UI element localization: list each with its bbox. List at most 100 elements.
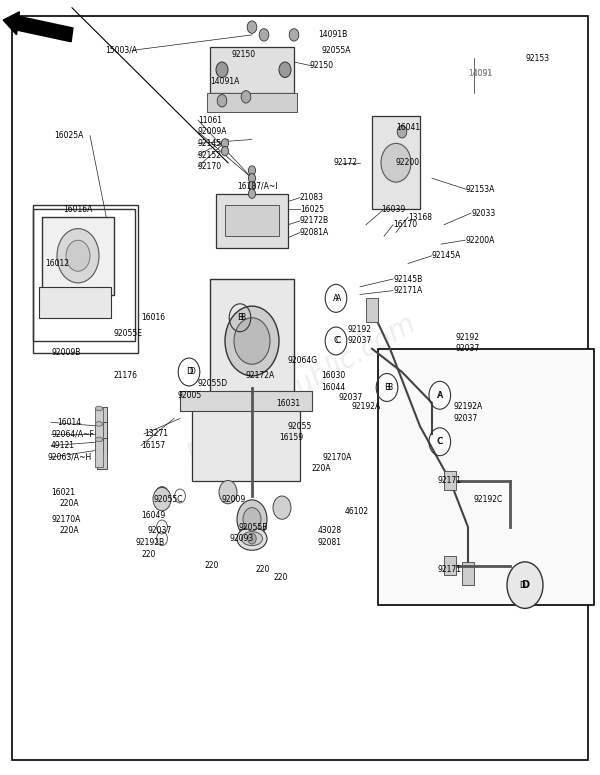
Ellipse shape [95,437,103,442]
Text: 92200: 92200 [396,158,420,167]
Bar [462,562,474,585]
Text: 92170A: 92170A [323,453,352,462]
Text: 92170A: 92170A [51,515,80,524]
Text: 92037: 92037 [147,526,171,536]
Text: 92055B: 92055B [239,522,268,532]
Bar [95,408,103,436]
Text: 16049: 16049 [141,511,165,520]
Circle shape [248,166,256,175]
Text: 92172B: 92172B [300,216,329,226]
Text: 16025A: 16025A [54,131,83,140]
Text: 220: 220 [255,565,269,574]
Text: 16012: 16012 [45,259,69,268]
Text: 16187/A~I: 16187/A~I [237,181,277,191]
Text: 92153: 92153 [525,53,549,63]
Text: 92055: 92055 [288,422,312,431]
Text: B: B [237,313,243,322]
Text: 16021: 16021 [51,487,75,497]
Text: 16025: 16025 [300,205,324,214]
Text: D: D [189,367,195,377]
Circle shape [259,29,269,41]
Text: 13168: 13168 [408,212,432,222]
Text: 92055A: 92055A [321,46,350,55]
Text: 92055C: 92055C [153,495,182,505]
Bar [39,287,111,318]
Text: 92033: 92033 [471,208,495,218]
Text: 92192C: 92192C [474,495,503,505]
Bar [95,424,103,452]
Text: 14091A: 14091A [210,77,239,86]
Text: 92150: 92150 [309,61,333,71]
Text: 92145: 92145 [198,139,222,148]
Circle shape [217,95,227,107]
Text: 220: 220 [273,573,287,582]
Bar [192,403,300,480]
Text: 92170: 92170 [198,162,222,171]
Bar [444,471,456,490]
Text: 92081: 92081 [318,538,342,547]
Text: 92009A: 92009A [198,127,227,136]
Circle shape [507,562,543,608]
Text: 16170: 16170 [393,220,417,229]
Text: 92037: 92037 [453,414,477,423]
Text: 49121: 49121 [51,441,75,450]
Text: 92192A: 92192A [351,402,380,412]
Circle shape [57,229,99,283]
Circle shape [241,91,251,103]
Circle shape [237,500,267,539]
Text: 92171: 92171 [438,565,462,574]
Text: 14091B: 14091B [318,30,347,40]
Text: 92145B: 92145B [393,274,422,284]
Circle shape [273,496,291,519]
Text: 16041: 16041 [396,123,420,133]
Ellipse shape [95,406,103,411]
Bar [444,556,456,575]
Circle shape [225,306,279,376]
Bar [210,279,294,403]
Bar [216,194,288,248]
Text: 220A: 220A [312,464,332,474]
Circle shape [243,508,261,531]
Circle shape [248,533,256,544]
Text: 16157: 16157 [141,441,165,450]
Text: 92009B: 92009B [51,348,80,357]
Text: 92150: 92150 [231,50,255,59]
Text: B: B [387,383,392,392]
Text: 92192A: 92192A [453,402,482,412]
Text: 15003/A: 15003/A [105,46,137,55]
Text: 14091: 14091 [468,69,492,78]
Text: C: C [437,437,443,446]
Text: 220A: 220A [60,499,80,508]
Circle shape [216,62,228,78]
Text: 21176: 21176 [114,371,138,381]
Text: 16016: 16016 [141,313,165,322]
Text: 13271: 13271 [144,429,168,439]
Circle shape [248,189,256,198]
Text: 16030: 16030 [321,371,345,381]
Text: 92055D: 92055D [198,379,228,388]
Bar [225,205,279,236]
Ellipse shape [237,527,267,550]
Text: parts-republic.com: parts-republic.com [180,310,420,465]
Text: D: D [519,580,525,590]
Circle shape [247,21,257,33]
Bar [97,407,107,438]
Text: 16039: 16039 [381,205,405,214]
Text: 92171A: 92171A [393,286,422,295]
Bar [180,391,312,411]
Text: A: A [333,294,339,303]
Circle shape [279,62,291,78]
Text: 92093: 92093 [229,534,253,543]
Text: 21083: 21083 [300,193,324,202]
Text: 92055E: 92055E [114,329,143,338]
Bar [33,209,135,341]
Text: 16016A: 16016A [63,205,92,214]
Bar [42,217,114,294]
Circle shape [153,487,171,511]
Circle shape [234,318,270,364]
Text: 92192B: 92192B [135,538,164,547]
Ellipse shape [241,532,263,546]
Text: 92171: 92171 [438,476,462,485]
Text: 16044: 16044 [321,383,345,392]
Text: 11061: 11061 [198,115,222,125]
